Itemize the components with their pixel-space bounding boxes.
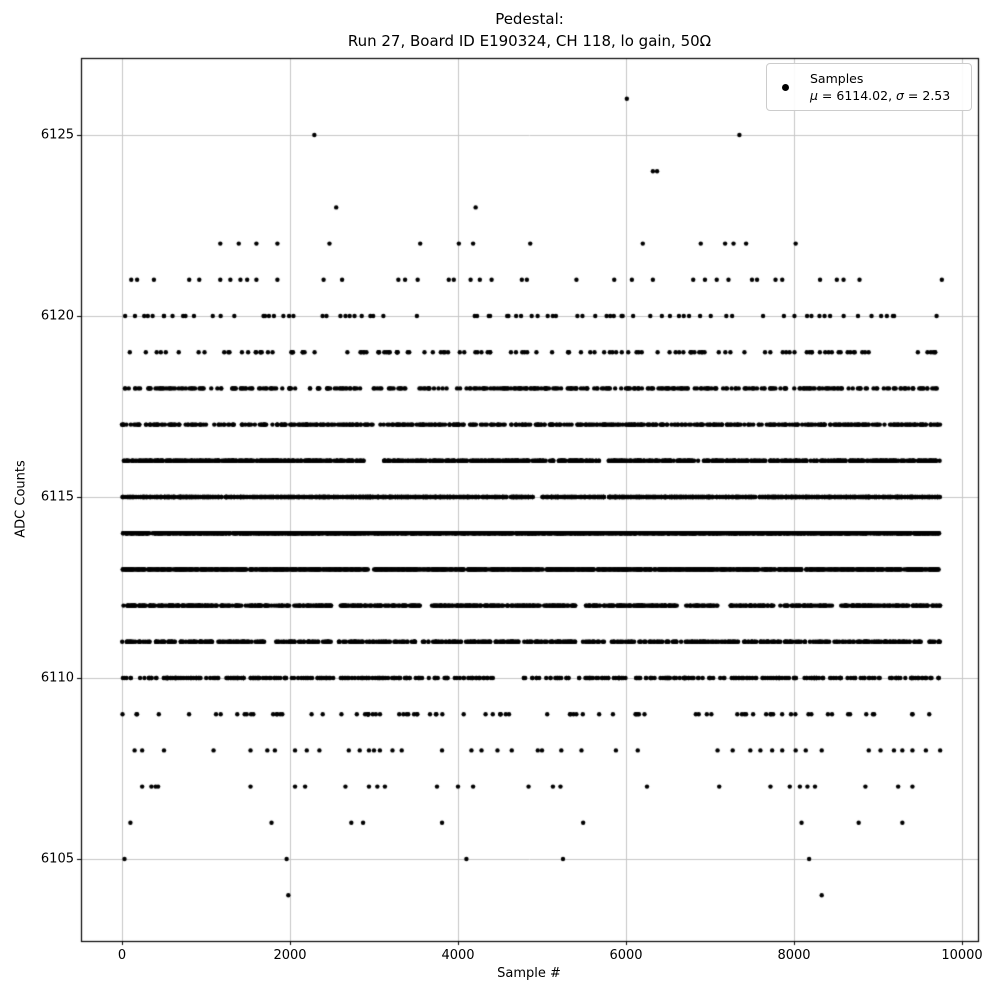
y-tick-label: 6120 — [40, 308, 74, 324]
legend: Samples μ = 6114.02, σ = 2.53 — [766, 63, 972, 111]
legend-marker-icon — [782, 83, 789, 91]
chart-title-line2: Run 27, Board ID E190324, CH 118, lo gai… — [347, 32, 712, 50]
y-tick-label: 6115 — [40, 489, 74, 505]
x-tick-label: 6000 — [609, 948, 643, 963]
y-tick-label: 6125 — [40, 127, 74, 143]
y-tick-label: 6110 — [40, 670, 74, 686]
chart-title-line1: Pedestal: — [495, 10, 564, 28]
legend-stats: μ = 6114.02, σ = 2.53 — [810, 87, 950, 104]
x-tick-label: 10000 — [941, 948, 983, 963]
y-tick-label: 6105 — [40, 851, 74, 867]
legend-stats-text: = 2.53 — [903, 88, 951, 103]
x-tick-label: 0 — [117, 948, 127, 963]
legend-label: Samples — [810, 71, 864, 86]
x-tick-label: 2000 — [273, 948, 307, 963]
legend-stats-symbol: μ — [810, 88, 818, 103]
x-tick-label: 8000 — [777, 948, 811, 963]
legend-stats-symbol: σ — [896, 88, 904, 103]
x-tick-label: 4000 — [441, 948, 475, 963]
y-axis-label: ADC Counts — [13, 460, 29, 538]
legend-text: Samples μ = 6114.02, σ = 2.53 — [810, 70, 950, 104]
legend-stats-text: = 6114.02, — [817, 88, 897, 103]
x-axis-label: Sample # — [497, 966, 561, 981]
chart-title: Pedestal: Run 27, Board ID E190324, CH 1… — [81, 8, 978, 52]
